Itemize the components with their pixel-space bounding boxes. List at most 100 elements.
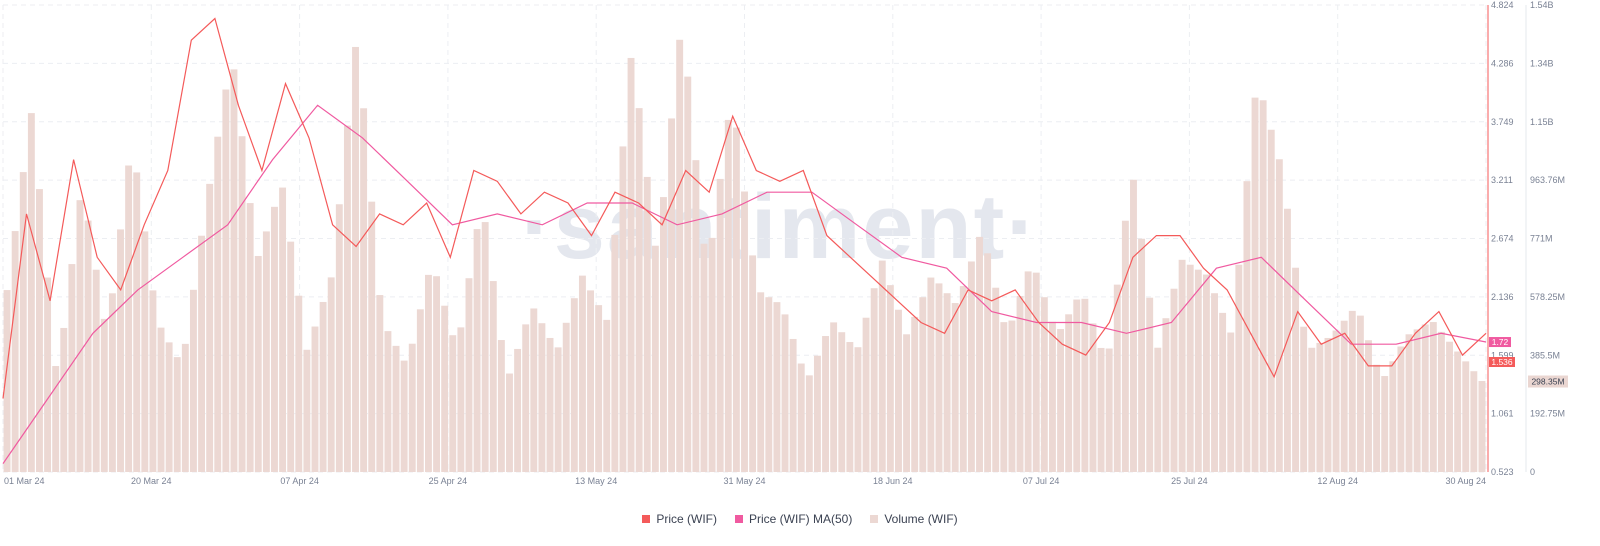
volume-bar	[976, 236, 983, 472]
volume-bar	[870, 288, 878, 472]
volume-bar	[1316, 342, 1324, 472]
volume-bar	[68, 264, 76, 472]
volume-tick-label: 578.25M	[1530, 292, 1565, 302]
volume-bar	[214, 136, 222, 472]
volume-bar	[781, 314, 789, 472]
volume-bar	[1016, 295, 1024, 472]
price-tick-label: 3.749	[1491, 117, 1514, 127]
volume-bar	[959, 286, 967, 472]
x-tick-label: 12 Aug 24	[1317, 476, 1358, 486]
volume-bar	[1097, 347, 1105, 472]
volume-bar	[611, 234, 619, 472]
volume-bar	[84, 220, 92, 472]
volume-bar	[903, 334, 911, 472]
volume-bar	[1162, 318, 1170, 472]
volume-bar	[246, 203, 254, 472]
volume-bar	[862, 317, 870, 472]
volume-bar	[643, 176, 651, 472]
volume-bar	[1235, 264, 1243, 472]
volume-badge-label: 298.35M	[1531, 377, 1564, 387]
volume-bar	[1073, 299, 1081, 472]
watermark: ·santiment·	[521, 176, 1039, 278]
volume-bar	[1211, 293, 1218, 472]
volume-bar	[813, 355, 821, 472]
volume-bar	[627, 57, 635, 473]
volume-bar	[708, 237, 716, 472]
price-badge-label: 1.536	[1491, 357, 1513, 367]
volume-bar	[489, 281, 497, 472]
volume-bar	[1478, 381, 1486, 472]
volume-bar	[1267, 129, 1275, 472]
volume-bar	[1421, 324, 1429, 472]
volume-tick-label: 385.5M	[1530, 350, 1560, 360]
volume-bar	[327, 277, 335, 472]
volume-bar	[1405, 334, 1413, 472]
volume-bar	[1065, 314, 1073, 472]
volume-bar	[1146, 297, 1154, 472]
legend: Price (WIF) Price (WIF) MA(50) Volume (W…	[0, 512, 1600, 526]
legend-item-price[interactable]: Price (WIF)	[642, 512, 717, 526]
volume-bar	[562, 322, 570, 472]
volume-bar	[238, 136, 246, 473]
volume-bar	[125, 165, 133, 472]
volume-bar	[36, 189, 43, 472]
price-tick-label: 1.061	[1491, 409, 1514, 419]
ma50-badge-box	[1489, 337, 1511, 348]
volume-bar	[441, 305, 449, 472]
x-tick-label: 01 Mar 24	[4, 476, 45, 486]
volume-bar	[360, 108, 368, 473]
volume-bar	[1332, 330, 1340, 472]
ma50-line	[2, 104, 1487, 464]
volume-bar	[951, 303, 959, 472]
volume-bar	[368, 201, 376, 472]
price-tick-label: 3.211	[1491, 175, 1513, 185]
volume-bar	[117, 229, 124, 472]
volume-bar	[27, 113, 35, 472]
volume-bar	[1429, 322, 1437, 472]
volume-bar	[1202, 274, 1210, 472]
volume-bar	[1348, 310, 1356, 472]
price-tick-label: 2.674	[1491, 234, 1514, 244]
x-tick-label: 07 Apr 24	[280, 476, 319, 486]
volume-bar	[100, 318, 108, 472]
volume-bar	[773, 302, 781, 472]
volume-bar	[1413, 329, 1421, 472]
volume-bar	[497, 340, 505, 472]
volume-bar	[651, 245, 659, 472]
x-tick-label: 25 Apr 24	[429, 476, 468, 486]
volume-bar	[449, 335, 457, 472]
volume-bar	[1130, 179, 1137, 472]
volume-bar	[984, 253, 992, 472]
volume-bar	[595, 305, 603, 472]
volume-bar	[1227, 332, 1235, 472]
volume-bar	[408, 343, 416, 472]
volume-bar	[400, 360, 408, 472]
volume-bar	[1373, 364, 1381, 472]
price-badge-box	[1489, 357, 1515, 368]
volume-bar	[181, 343, 189, 472]
volume-bar	[279, 187, 287, 472]
volume-badge-box	[1528, 375, 1568, 388]
legend-item-volume[interactable]: Volume (WIF)	[870, 512, 958, 526]
price-tick-label: 1.599	[1491, 350, 1514, 360]
volume-bar	[376, 295, 384, 472]
volume-bar	[44, 277, 52, 472]
legend-item-ma50[interactable]: Price (WIF) MA(50)	[734, 512, 852, 526]
volume-bar	[1057, 329, 1065, 472]
volume-bar	[830, 322, 838, 472]
volume-bar	[1024, 271, 1032, 472]
volume-bar	[789, 338, 797, 472]
volume-bar	[1154, 347, 1162, 472]
volume-bar	[741, 191, 748, 472]
volume-bar	[1365, 340, 1372, 472]
volume-bar	[967, 261, 975, 472]
volume-bar	[3, 290, 11, 472]
x-tick-label: 20 Mar 24	[131, 476, 172, 486]
volume-bar	[457, 327, 465, 472]
volume-bar	[173, 357, 181, 472]
legend-swatch-ma50	[734, 515, 743, 523]
volume-bar	[92, 269, 100, 472]
volume-tick-label: 1.15B	[1530, 117, 1554, 127]
volume-bar	[1462, 361, 1470, 472]
